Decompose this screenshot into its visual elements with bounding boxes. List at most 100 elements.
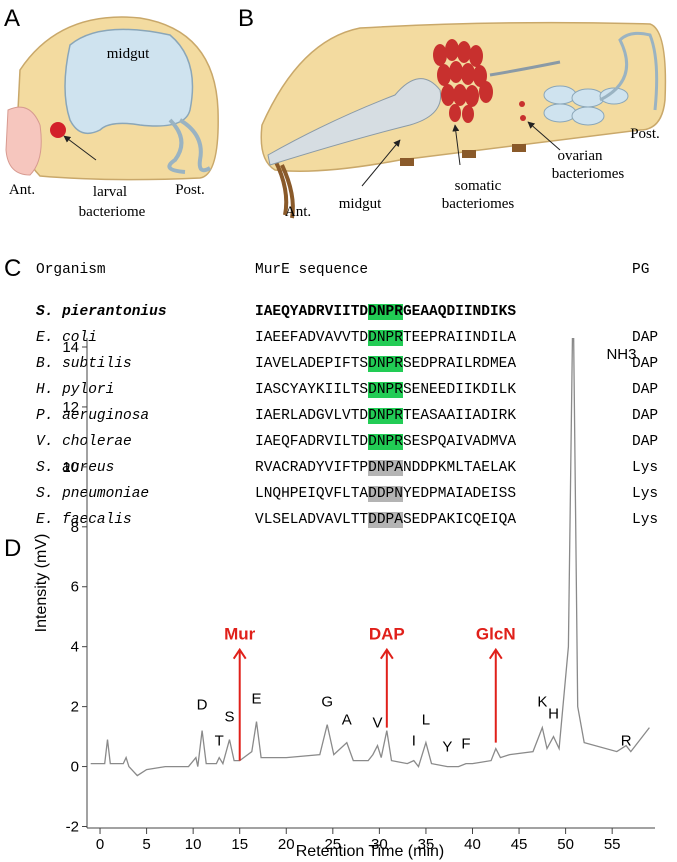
peak-label: T <box>215 733 224 750</box>
organism: H. pylori <box>36 382 115 398</box>
sequence-part: LNQHPEIQVFLTA <box>255 486 369 502</box>
x-tick-label: 10 <box>185 836 202 853</box>
sequence-part: GEAAQDIINDIKS <box>402 304 517 320</box>
sequence: LNQHPEIQVFLTADDPNYEDPMAIADEISS <box>255 486 516 502</box>
x-tick-label: 50 <box>557 836 574 853</box>
bacteriome-dot <box>50 122 66 138</box>
tubules <box>167 118 212 174</box>
tube <box>489 60 561 77</box>
column-header: MurE sequence <box>255 262 369 278</box>
x-axis-label: Retention Time (min) <box>296 843 445 860</box>
y-tick-label: 4 <box>71 639 79 656</box>
motif: DDPN <box>368 486 403 502</box>
motif: DDPA <box>368 512 403 528</box>
organism: E. coli <box>36 330 97 346</box>
ovarian-bacteriome <box>519 101 525 107</box>
peak-label: K <box>537 694 547 711</box>
peak-label: R <box>621 733 632 750</box>
peak-label: V <box>373 715 383 732</box>
organism: S. aureus <box>36 460 115 476</box>
label: larval <box>93 184 127 200</box>
panel-letter: A <box>4 5 20 32</box>
label: Ant. <box>9 182 35 198</box>
alignment-table: Organism MurE sequence PG S. pierantonius IA… <box>36 262 659 528</box>
legs <box>400 144 526 166</box>
y-tick-label: 14 <box>62 339 79 356</box>
pg-type: DAP <box>632 434 659 450</box>
y-tick-label: 10 <box>62 459 79 476</box>
x-tick-label: 30 <box>371 836 388 853</box>
sequence-part: YEDPMAIADEISS <box>402 486 517 502</box>
arrow-head <box>488 647 503 660</box>
motif: DNPA <box>368 460 403 476</box>
sequence: IASCYAYKIILTSDNPRSENEEDIIKDILK <box>255 382 516 398</box>
panel-letter: B <box>238 5 254 32</box>
label: bacteriomes <box>442 196 515 212</box>
ovarian-bacteriome <box>520 115 526 121</box>
sequence-part: NDDPKMLTAELAK <box>402 460 517 476</box>
label: ovarian <box>558 148 603 164</box>
somatic-bacteriomes <box>433 39 493 123</box>
x-tick-label: 15 <box>231 836 248 853</box>
sequence-part: IAVELADEPIFTS <box>255 356 369 372</box>
pg-type: Lys <box>632 486 659 502</box>
pg-type: Lys <box>632 460 659 476</box>
y-tick-label: 6 <box>71 579 79 596</box>
tubule <box>599 31 659 111</box>
peak-label: F <box>461 736 470 753</box>
column-header: Organism <box>36 262 106 278</box>
label: Post. <box>630 126 660 142</box>
peak-label: S <box>224 709 234 726</box>
label: bacteriome <box>79 204 146 220</box>
arrow-head <box>379 647 394 660</box>
motif: DNPR <box>368 408 403 424</box>
rostrum <box>273 159 295 219</box>
peak-label: NH3 <box>606 346 636 363</box>
label: somatic <box>455 178 502 194</box>
peak-label: H <box>548 706 559 723</box>
marker-label: DAP <box>369 625 405 644</box>
marker-label: GlcN <box>476 625 516 644</box>
pg-type: DAP <box>632 330 659 346</box>
sequence: IAERLADGVLVTDDNPRTEASAAIIADIRK <box>255 408 516 424</box>
x-tick-label: 40 <box>464 836 481 853</box>
organism: E. faecalis <box>36 512 132 528</box>
sequence-part: SENEEDIIKDILK <box>402 382 517 398</box>
sequence: VLSELADVAVLTTDDPASEDPAKICQEIQA <box>255 512 516 528</box>
trace <box>90 338 650 777</box>
peak-label: Y <box>442 739 452 756</box>
arrow <box>452 124 461 166</box>
sequence-part: TEASAAIIADIRK <box>402 408 517 424</box>
column-header: PG <box>632 262 650 278</box>
panel-letter: D <box>4 535 21 562</box>
label: bacteriomes <box>552 166 625 182</box>
pg-type: DAP <box>632 356 659 372</box>
marker-label: Mur <box>224 625 256 644</box>
pg-type: DAP <box>632 382 659 398</box>
larva-head <box>5 106 42 176</box>
sequence-part: IAERLADGVLVTD <box>255 408 369 424</box>
peak-label: A <box>342 712 352 729</box>
label: Ant. <box>285 204 311 220</box>
motif: DNPR <box>368 382 403 398</box>
organism: V. cholerae <box>36 434 132 450</box>
label: midgut <box>107 46 150 62</box>
sequence-part: IASCYAYKIILTS <box>255 382 369 398</box>
label: Post. <box>175 182 205 198</box>
y-tick-label: 8 <box>71 519 79 536</box>
arrow <box>361 139 401 187</box>
sequence-part: IAEEFADVAVVTD <box>255 330 369 346</box>
motif: DNPR <box>368 330 403 346</box>
y-tick-label: 2 <box>71 699 79 716</box>
sequence: IAEQYADRVIITDDNPRGEAAQDIINDIKS <box>255 304 516 320</box>
ovaries <box>543 85 629 126</box>
x-tick-label: 5 <box>142 836 150 853</box>
peak-label: G <box>321 694 333 711</box>
arrow <box>63 135 97 161</box>
organism: S. pierantonius <box>36 304 167 320</box>
sequence-part: RVACRADYVIFTP <box>255 460 369 476</box>
midgut-shape <box>64 28 194 135</box>
